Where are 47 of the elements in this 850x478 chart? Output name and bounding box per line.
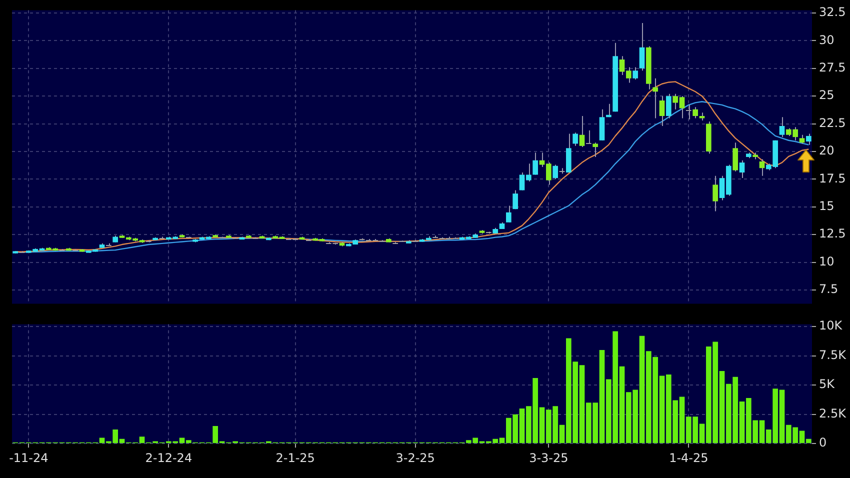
candlestick: [739, 160, 745, 179]
candlestick: [652, 78, 658, 119]
candlestick: [306, 238, 312, 241]
candlestick: [779, 116, 785, 138]
y-tick-label: 7.5: [819, 282, 838, 296]
candlestick: [586, 130, 592, 144]
y-tick-label: 27.5: [819, 60, 846, 74]
candlestick: [599, 108, 605, 141]
y-tick-label: 15: [819, 198, 834, 213]
candlestick: [512, 190, 518, 210]
x-tick-label: 2-1-25: [276, 450, 315, 465]
candlestick: [552, 164, 558, 180]
candlestick: [639, 22, 645, 72]
candlestick: [572, 132, 578, 146]
y-tick-label: 32.5: [819, 5, 846, 20]
y-tick-label: 17.5: [819, 171, 846, 186]
y-tick-label: 20: [819, 144, 834, 158]
candlestick: [632, 66, 638, 80]
y-tick-label: 5K: [819, 377, 836, 392]
candlestick: [806, 133, 812, 146]
candlestick: [692, 106, 698, 119]
x-tick-label: 1-4-25: [669, 450, 708, 465]
candlestick: [732, 142, 738, 172]
y-tick-label: 10: [819, 254, 834, 268]
y-tick-label: 12.5: [819, 226, 846, 241]
candlestick: [579, 116, 585, 148]
candlestick: [506, 205, 512, 223]
y-tick-label: 30: [819, 32, 834, 47]
y-tick-label: 10K: [819, 318, 844, 333]
candlestick: [606, 103, 612, 118]
candlestick: [712, 175, 718, 212]
y-tick-label: 22.5: [819, 116, 846, 130]
y-tick-label: 2.5K: [819, 406, 848, 420]
candlestick: [759, 158, 765, 176]
x-tick-label: -11-24: [9, 450, 48, 465]
y-tick-label: 0: [819, 436, 827, 450]
candlestick: [592, 142, 598, 158]
candlestick: [686, 104, 692, 120]
candlestick: [659, 96, 665, 126]
candlestick: [666, 93, 672, 119]
x-tick-label: 3-2-25: [396, 450, 435, 465]
candlestick: [58, 248, 66, 251]
y-tick-label: 25: [819, 88, 834, 102]
y-tick-label: 7.5K: [819, 348, 848, 362]
x-tick-label: 2-12-24: [145, 450, 192, 465]
x-tick-label: 3-3-25: [529, 450, 568, 465]
candlestick: [532, 152, 538, 176]
